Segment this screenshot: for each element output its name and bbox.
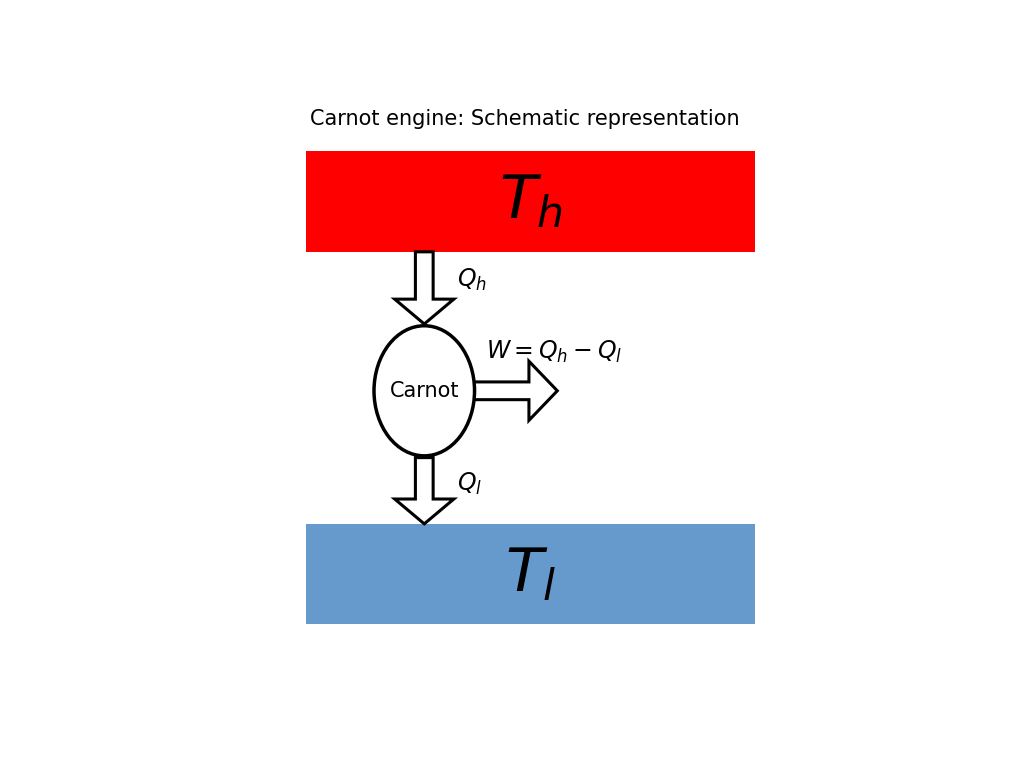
Bar bbox=[306, 524, 756, 624]
Bar bbox=[306, 151, 756, 252]
Polygon shape bbox=[394, 458, 454, 524]
Text: $Q_l$: $Q_l$ bbox=[457, 471, 482, 497]
Text: $Q_h$: $Q_h$ bbox=[457, 266, 486, 293]
Polygon shape bbox=[394, 252, 454, 324]
Text: $W = Q_h - Q_l$: $W = Q_h - Q_l$ bbox=[486, 339, 623, 366]
Polygon shape bbox=[473, 361, 557, 420]
Text: $T_h$: $T_h$ bbox=[499, 172, 562, 231]
Ellipse shape bbox=[374, 326, 474, 456]
Text: Carnot: Carnot bbox=[389, 381, 459, 401]
Text: Carnot engine: Schematic representation: Carnot engine: Schematic representation bbox=[310, 109, 739, 129]
Text: $T_l$: $T_l$ bbox=[505, 545, 556, 604]
